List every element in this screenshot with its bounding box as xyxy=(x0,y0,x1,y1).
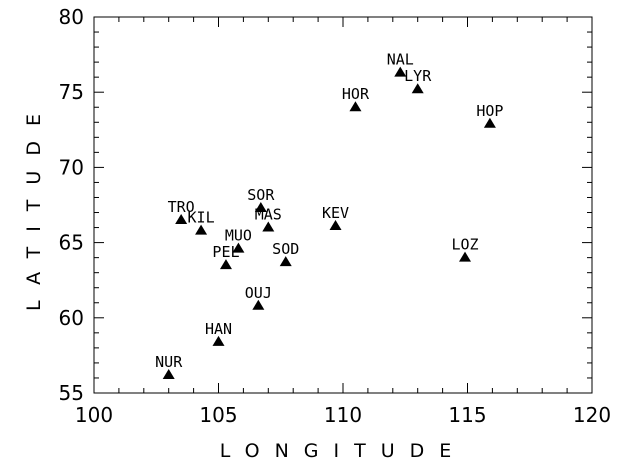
station-label: SOR xyxy=(247,186,275,204)
station-marker xyxy=(162,368,175,379)
y-tick-label: 75 xyxy=(59,80,84,104)
station-marker xyxy=(254,202,267,213)
y-axis-title: LATITUDE xyxy=(23,99,45,311)
station-label: HOR xyxy=(342,85,370,103)
station-marker xyxy=(219,259,232,270)
station-marker xyxy=(175,214,188,225)
station-label: LOZ xyxy=(451,236,478,254)
y-tick-label: 70 xyxy=(59,155,84,179)
station-marker xyxy=(262,221,275,232)
x-axis-title: LONGITUDE xyxy=(220,440,467,462)
station-label: PEL xyxy=(212,243,239,261)
station-marker xyxy=(252,299,265,310)
station-label: TRO xyxy=(168,198,195,216)
station-label: MUO xyxy=(225,227,252,245)
y-tick-label: 55 xyxy=(59,381,84,405)
station-label: NAL xyxy=(387,51,414,69)
station-marker xyxy=(483,117,496,128)
station-marker xyxy=(329,220,342,231)
station-label: SOD xyxy=(272,240,299,258)
station-label: KIL xyxy=(188,209,215,227)
x-tick-label: 110 xyxy=(324,403,362,427)
x-tick-label: 115 xyxy=(448,403,486,427)
station-label: HAN xyxy=(205,320,232,338)
x-tick-label: 100 xyxy=(75,403,113,427)
x-tick-label: 120 xyxy=(573,403,611,427)
station-marker xyxy=(212,335,225,346)
x-tick-label: 105 xyxy=(199,403,237,427)
station-label: LYR xyxy=(404,67,432,85)
station-marker xyxy=(411,83,424,94)
y-tick-label: 65 xyxy=(59,231,84,255)
station-label: NUR xyxy=(155,353,183,371)
station-label: KEV xyxy=(322,204,349,222)
station-marker xyxy=(394,66,407,77)
station-label: OUJ xyxy=(245,284,272,302)
y-tick-label: 60 xyxy=(59,306,84,330)
station-marker xyxy=(279,256,292,267)
axis-labels: 100 105 110 115 120 55 60 65 70 75 80 LONGITUDE LATI… xyxy=(23,5,611,462)
y-tick-label: 80 xyxy=(59,5,84,29)
station-label: HOP xyxy=(476,102,503,120)
station-marker xyxy=(195,224,208,235)
station-marker xyxy=(349,101,362,112)
axis-ticks xyxy=(93,16,593,394)
station-label: MAS xyxy=(255,206,282,224)
station-marker xyxy=(232,242,245,253)
station-marker xyxy=(459,251,472,262)
